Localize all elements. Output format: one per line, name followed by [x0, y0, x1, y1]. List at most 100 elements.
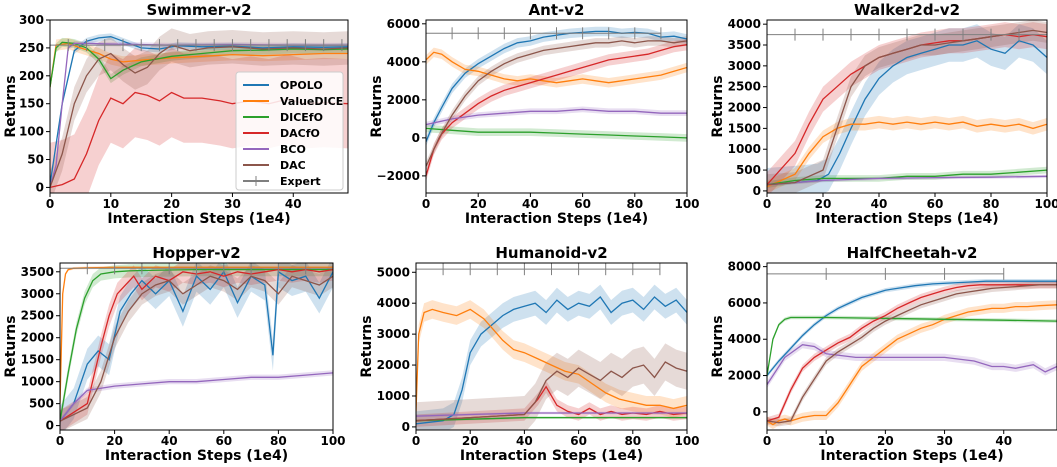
band-valuedice — [50, 37, 348, 93]
x-axis-label: Interaction Steps (1e4) — [820, 448, 1003, 464]
legend-item-dicefo: DICEfO — [243, 111, 323, 124]
y-tick-label: 4000 — [377, 296, 410, 310]
x-tick-label: 80 — [624, 434, 641, 448]
axes-frame — [59, 262, 334, 431]
series-dac — [416, 361, 687, 422]
series-dicefo — [416, 416, 687, 422]
x-tick-label: 20 — [877, 434, 894, 448]
panel-walker2d-v2: 0 20 40 60 80 1000500100015002000250030003500… — [710, 1, 1057, 227]
x-tick-label: 0 — [422, 197, 430, 211]
x-tick-label: 100 — [320, 434, 345, 448]
plot-area-walker2d-v2 — [767, 20, 1047, 193]
series-expert — [426, 27, 662, 40]
series-dac — [767, 284, 1057, 424]
y-tick-label: 1500 — [21, 353, 54, 367]
x-tick-label: 40 — [871, 197, 888, 211]
legend-label: OPOLO — [280, 79, 323, 92]
panel-humanoid-v2: 0 20 40 60 80 100010002000300040005000Humanoi… — [359, 244, 700, 464]
x-axis-label: Interaction Steps (1e4) — [107, 211, 290, 227]
series-expert — [60, 263, 333, 275]
band-dacfo — [426, 39, 687, 182]
y-tick-label: 5000 — [377, 265, 410, 279]
band-valuedice — [416, 300, 687, 421]
y-tick-label: 2000 — [728, 369, 761, 383]
x-axis-label: Interaction Steps (1e4) — [815, 211, 998, 227]
chart-title: Humanoid-v2 — [495, 244, 607, 262]
y-tick-label: 2500 — [21, 309, 54, 323]
x-tick-label: 10 — [818, 434, 835, 448]
series-expert — [767, 28, 1047, 41]
series-opolo — [767, 40, 1047, 186]
x-tick-label: 10 — [102, 197, 119, 211]
y-axis-label: Returns — [710, 315, 726, 377]
panel-ant-v2: 0 20 40 60 80 100−20000200040006000Ant-v2Inte… — [369, 1, 700, 227]
y-tick-label: 3000 — [728, 59, 761, 73]
band-dac — [60, 265, 333, 430]
y-tick-label: 150 — [19, 97, 44, 111]
x-tick-label: 100 — [1034, 197, 1057, 211]
x-tick-label: 100 — [674, 197, 699, 211]
band-valuedice — [767, 300, 1057, 430]
legend-item-dac: DAC — [243, 159, 306, 172]
series-valuedice — [426, 51, 687, 84]
panel-hopper-v2: 0 20 40 60 80 1000500100015002000250030003500… — [3, 244, 346, 464]
series-bco — [60, 372, 333, 422]
band-bco — [60, 370, 333, 424]
y-tick-label: 2000 — [21, 331, 54, 345]
y-tick-label: 0 — [753, 184, 761, 198]
legend-item-dacfo: DACfO — [243, 127, 320, 140]
x-tick-label: 20 — [470, 197, 487, 211]
band-valuedice — [426, 47, 687, 88]
chart-title: Ant-v2 — [529, 1, 585, 19]
x-tick-label: 40 — [995, 434, 1012, 448]
band-dac — [416, 343, 687, 430]
axes-frame — [766, 19, 1048, 194]
y-axis-label: Returns — [369, 75, 385, 137]
series-expert — [416, 263, 661, 276]
x-tick-label: 60 — [574, 197, 591, 211]
y-tick-label: 50 — [27, 153, 44, 167]
y-tick-label: 4000 — [728, 332, 761, 346]
series-bco — [426, 108, 687, 126]
series-dicefo — [426, 127, 687, 139]
legend-label: ValueDICE — [280, 95, 343, 108]
chart-title: Hopper-v2 — [152, 244, 240, 262]
legend-label: DACfO — [280, 127, 320, 140]
y-axis-label: Returns — [3, 315, 19, 377]
y-tick-label: 2000 — [377, 358, 410, 372]
series-bco — [767, 175, 1047, 186]
series-dicefo — [767, 316, 1057, 376]
x-tick-label: 100 — [674, 434, 699, 448]
y-tick-label: 3500 — [728, 38, 761, 52]
x-tick-label: 40 — [522, 197, 539, 211]
y-tick-label: 4000 — [728, 17, 761, 31]
series-dac — [50, 44, 348, 188]
x-tick-label: 60 — [927, 197, 944, 211]
y-axis-label: Returns — [710, 75, 726, 137]
x-tick-label: 20 — [815, 197, 832, 211]
plot-area-halfcheetah-v2 — [767, 267, 1057, 430]
series-expert — [50, 39, 348, 52]
y-tick-label: 1500 — [728, 121, 761, 135]
x-tick-label: 20 — [106, 434, 123, 448]
legend: OPOLO ValueDICE DICEfO DACfO BCO DAC Expert — [235, 71, 344, 191]
panel-halfcheetah-v2: 0 10 20 30 40 0 2000 4000 6000 8000 HalfCheetah-v2… — [710, 244, 1057, 464]
series-valuedice — [767, 304, 1057, 426]
x-axis-label: Interaction Steps (1e4) — [105, 448, 288, 464]
legend-item-bco: BCO — [243, 143, 306, 156]
series-opolo — [60, 270, 333, 422]
series-opolo — [416, 296, 687, 425]
y-tick-label: 4000 — [387, 55, 420, 69]
y-tick-label: 2500 — [728, 80, 761, 94]
band-opolo — [416, 284, 687, 430]
series-dac — [60, 275, 333, 422]
x-tick-label: 80 — [983, 197, 1000, 211]
legend-item-valuedice: ValueDICE — [243, 95, 343, 108]
x-tick-label: 0 — [763, 434, 771, 448]
y-tick-label: 6000 — [387, 17, 420, 31]
y-tick-label: 0 — [753, 405, 761, 419]
series-dac — [426, 40, 687, 167]
chart-title: Swimmer-v2 — [146, 1, 251, 19]
legend-label: Expert — [280, 175, 321, 188]
x-tick-label: 20 — [163, 197, 180, 211]
